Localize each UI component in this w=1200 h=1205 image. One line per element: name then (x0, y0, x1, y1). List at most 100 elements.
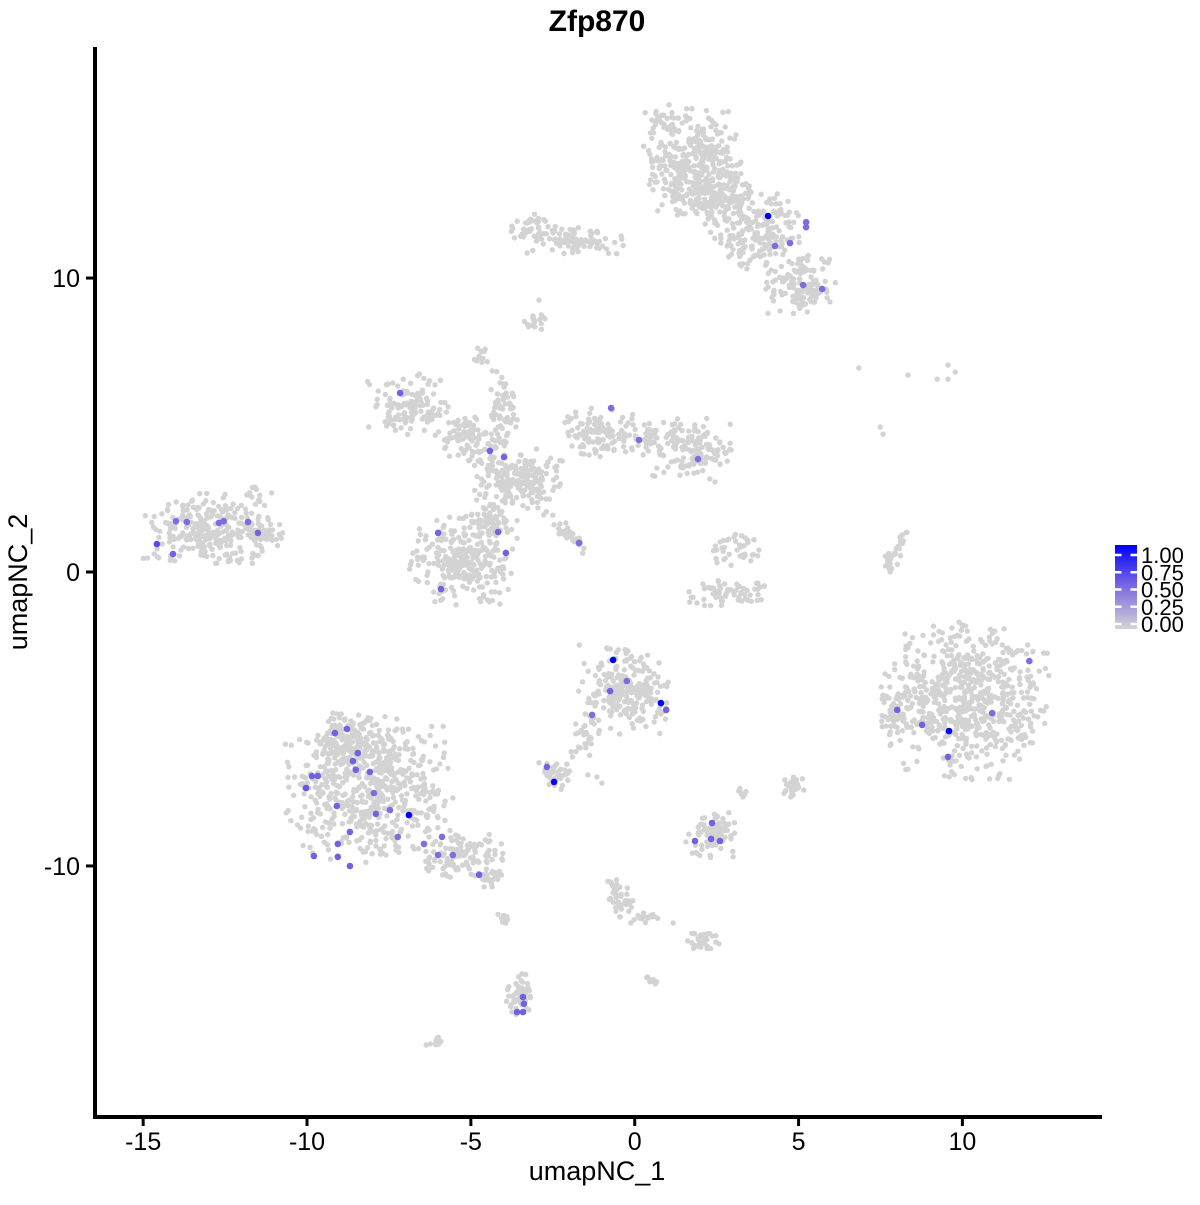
cell-point (253, 486, 260, 492)
expressing-cell-point (346, 828, 354, 836)
cell-point (920, 703, 926, 709)
cell-point (946, 672, 952, 678)
cell-point (595, 730, 602, 737)
cell-point (483, 522, 490, 528)
cell-point (894, 724, 900, 731)
cell-point (915, 648, 921, 654)
cell-point (935, 682, 941, 688)
cell-point (499, 857, 506, 863)
cell-point (881, 699, 887, 706)
cell-point (581, 243, 587, 249)
cell-point (365, 793, 371, 800)
cell-point (661, 469, 667, 476)
cell-point (308, 794, 314, 800)
cell-point (509, 993, 516, 999)
cell-point (236, 520, 242, 526)
cell-point (643, 723, 649, 730)
cell-point (688, 125, 694, 131)
cell-point (948, 639, 954, 645)
cell-point (529, 322, 535, 329)
cell-point (662, 193, 668, 199)
cell-point (210, 499, 216, 506)
cell-point (587, 410, 593, 416)
cell-point (426, 544, 432, 550)
cell-point (485, 468, 491, 474)
cell-point (739, 229, 745, 236)
cell-point (711, 811, 718, 817)
cell-point (531, 318, 538, 324)
cell-point (447, 545, 454, 551)
cell-point (978, 702, 984, 709)
cell-point (191, 530, 197, 536)
cell-point (451, 593, 458, 599)
cell-point (594, 774, 600, 780)
cell-point (469, 453, 475, 459)
legend-gradient-bar (1115, 545, 1137, 629)
cell-point (376, 727, 382, 734)
cell-point (531, 211, 538, 217)
cell-point (692, 168, 698, 175)
cell-point (665, 431, 671, 438)
cell-point (574, 435, 580, 441)
cell-point (448, 528, 454, 534)
cell-point (1003, 752, 1009, 758)
expressing-cells-layer (153, 212, 1033, 1016)
cell-point (491, 554, 497, 560)
cell-point (665, 464, 671, 470)
cell-point (832, 280, 839, 286)
cell-point (951, 748, 958, 754)
cell-point (216, 542, 222, 548)
cell-point (986, 663, 992, 669)
cell-point (427, 789, 433, 796)
cell-point (712, 165, 718, 172)
cell-point (648, 156, 655, 162)
cell-point (731, 225, 737, 231)
cell-point (288, 818, 294, 824)
cell-point (248, 534, 254, 541)
cell-point (444, 855, 450, 862)
cell-point (595, 664, 602, 670)
cell-point (575, 225, 582, 231)
cell-point (785, 271, 791, 278)
cell-point (569, 427, 575, 433)
cell-point (915, 678, 921, 684)
cell-point (230, 550, 236, 557)
cell-point (634, 693, 640, 699)
cell-point (715, 578, 721, 584)
cell-point (259, 548, 265, 554)
cell-point (902, 654, 909, 660)
cell-point (707, 945, 714, 952)
cell-point (326, 820, 332, 826)
cell-point (744, 266, 750, 272)
cell-point (499, 498, 505, 504)
cell-point (518, 473, 525, 480)
cell-point (777, 201, 783, 207)
cell-point (378, 790, 384, 797)
expressing-cell-point (370, 789, 378, 797)
cell-point (668, 122, 675, 128)
cell-point (681, 145, 688, 151)
cell-point (441, 739, 448, 745)
cell-point (674, 212, 681, 218)
cell-point (487, 501, 493, 508)
cell-point (1043, 704, 1050, 710)
cell-point (676, 180, 682, 186)
cell-point (743, 788, 749, 795)
cell-point (616, 435, 622, 442)
cell-point (398, 793, 405, 799)
expressing-cell-point (366, 768, 374, 776)
cell-point (535, 225, 542, 231)
cell-point (607, 725, 614, 731)
cell-point (373, 828, 380, 834)
cell-point (322, 776, 328, 782)
cell-point (351, 772, 357, 778)
cell-point (1017, 681, 1023, 688)
cell-point (285, 807, 291, 814)
cell-point (778, 263, 785, 270)
cell-point (510, 392, 516, 398)
cell-point (694, 600, 700, 606)
cell-point (172, 558, 178, 564)
cell-point (442, 575, 448, 581)
cell-point (325, 756, 331, 762)
cell-point (555, 526, 562, 532)
